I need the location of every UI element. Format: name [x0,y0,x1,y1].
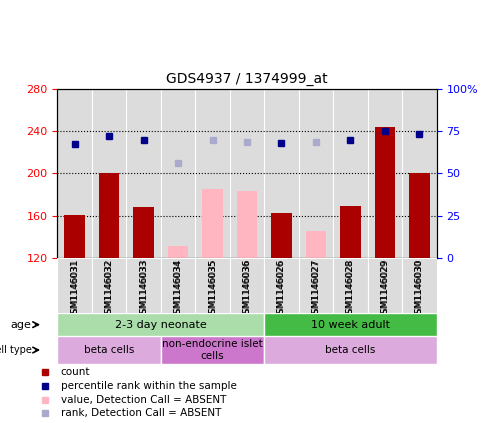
Text: GSM1146034: GSM1146034 [174,260,183,320]
Text: value, Detection Call = ABSENT: value, Detection Call = ABSENT [61,395,226,404]
Text: GSM1146031: GSM1146031 [70,260,79,320]
Text: 10 week adult: 10 week adult [311,320,390,330]
Text: GSM1146034: GSM1146034 [174,258,183,319]
Title: GDS4937 / 1374999_at: GDS4937 / 1374999_at [166,72,328,86]
Bar [271,213,292,258]
Bar [161,336,264,364]
Bar [99,173,119,258]
Text: count: count [61,367,90,377]
Bar [333,258,368,313]
Text: GSM1146029: GSM1146029 [380,260,389,320]
Text: GSM1146028: GSM1146028 [346,260,355,320]
Bar [264,336,437,364]
Bar [168,247,189,258]
Bar [402,258,437,313]
Text: percentile rank within the sample: percentile rank within the sample [61,381,237,391]
Text: GSM1146035: GSM1146035 [208,258,217,319]
Bar [340,206,361,258]
Bar [264,313,437,336]
Bar [57,336,161,364]
Text: GSM1146027: GSM1146027 [311,260,320,320]
Bar [299,258,333,313]
Bar [264,258,299,313]
Bar [92,258,126,313]
Text: beta cells: beta cells [84,345,134,355]
Text: age: age [10,320,31,330]
Text: GSM1146035: GSM1146035 [208,260,217,320]
Bar [57,258,92,313]
Bar [195,258,230,313]
Text: GSM1146036: GSM1146036 [243,258,251,319]
Text: GSM1146027: GSM1146027 [311,258,320,319]
Text: GSM1146030: GSM1146030 [415,258,424,319]
Bar [64,215,85,258]
Bar [375,127,395,258]
Text: GSM1146033: GSM1146033 [139,260,148,320]
Text: non-endocrine islet
cells: non-endocrine islet cells [162,339,263,361]
Bar [126,258,161,313]
Bar [57,313,264,336]
Bar [133,207,154,258]
Text: GSM1146026: GSM1146026 [277,258,286,319]
Text: GSM1146036: GSM1146036 [243,260,251,320]
Text: GSM1146026: GSM1146026 [277,260,286,320]
Text: beta cells: beta cells [325,345,376,355]
Text: GSM1146032: GSM1146032 [105,258,114,319]
Bar [237,191,257,258]
Bar [409,173,430,258]
Text: cell type: cell type [0,345,31,355]
Bar [202,190,223,258]
Text: GSM1146029: GSM1146029 [380,258,389,319]
Text: 2-3 day neonate: 2-3 day neonate [115,320,207,330]
Text: GSM1146030: GSM1146030 [415,260,424,320]
Bar [305,231,326,258]
Text: rank, Detection Call = ABSENT: rank, Detection Call = ABSENT [61,408,221,418]
Bar [368,258,402,313]
Text: GSM1146031: GSM1146031 [70,258,79,319]
Bar [161,258,195,313]
Text: GSM1146032: GSM1146032 [105,260,114,320]
Text: GSM1146028: GSM1146028 [346,258,355,319]
Bar [230,258,264,313]
Text: GSM1146033: GSM1146033 [139,258,148,319]
